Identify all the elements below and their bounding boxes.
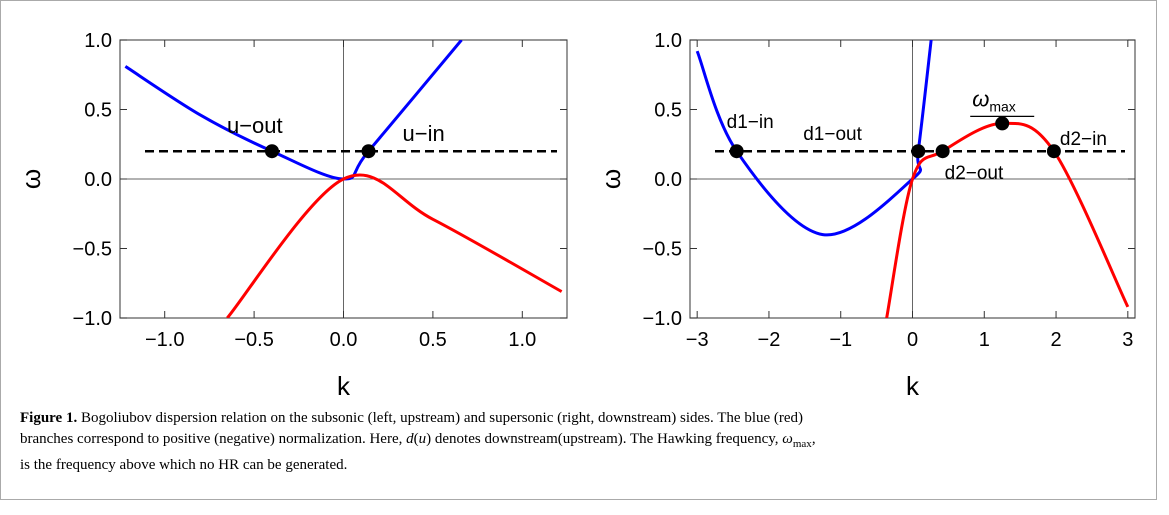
x-tick-label: −1.0 (145, 329, 184, 351)
red-branch (885, 121, 1130, 318)
x-tick-label: 3 (1122, 329, 1133, 351)
mode-point (1046, 144, 1061, 159)
caption-line-3: is the frequency above which no HR can b… (20, 455, 1140, 476)
y-axis-label: ω (16, 169, 46, 189)
y-tick-label: −0.5 (643, 239, 682, 261)
curves-group (695, 40, 1130, 318)
figure-frame (0, 0, 1157, 500)
x-tick-label: −0.5 (234, 329, 273, 351)
x-tick-label: 0 (907, 329, 918, 351)
caption-text-2b: denotes downstream(upstream). The Hawkin… (431, 431, 783, 447)
point-label: u−in (403, 121, 445, 146)
x-tick-label: −3 (686, 329, 709, 351)
mode-point (935, 144, 950, 159)
figure-caption: Figure 1. Bogoliubov dispersion relation… (20, 408, 1140, 476)
mode-point (995, 116, 1010, 131)
x-axis-label: k (906, 371, 920, 400)
caption-paren-open: ( (413, 431, 419, 447)
blue-branch (695, 40, 933, 237)
y-tick-label: 0.0 (84, 169, 112, 191)
mode-point (911, 144, 926, 159)
curves-group (124, 40, 563, 318)
point-label: d1−out (803, 124, 862, 145)
omega-max-sub: max (989, 98, 1015, 114)
y-tick-label: 1.0 (84, 30, 112, 52)
x-tick-label: 0.0 (330, 329, 358, 351)
y-tick-label: 1.0 (654, 30, 682, 52)
mode-point (264, 144, 279, 159)
point-label: u−out (227, 113, 283, 138)
caption-text-3: is the frequency above which no HR can b… (20, 457, 348, 473)
x-axis-label: k (337, 371, 351, 400)
point-label: d2−in (1060, 129, 1107, 150)
left-plot: −1.0 −0.5 0.0 0.5 1.0 1.0 0.5 0.0 −0.5 −1.0 k ω u−ou… (16, 30, 568, 400)
caption-omega: ω (782, 431, 793, 447)
caption-paren-close: ) (426, 431, 432, 447)
x-tick-label: −2 (758, 329, 781, 351)
y-tick-label: 0.5 (84, 100, 112, 122)
caption-line-2: branches correspond to positive (negativ… (20, 429, 1140, 455)
mode-point (361, 144, 376, 159)
omega-max-label: ωmax (972, 86, 1016, 114)
y-tick-label: 0.5 (654, 100, 682, 122)
caption-text-2a: branches correspond to positive (negativ… (20, 431, 407, 447)
x-tick-label: 2 (1050, 329, 1061, 351)
caption-line-1: Figure 1. Bogoliubov dispersion relation… (20, 408, 1140, 429)
red-branch (226, 173, 563, 318)
y-tick-label: −0.5 (73, 239, 112, 261)
figure-plots: −1.0 −0.5 0.0 0.5 1.0 1.0 0.5 0.0 −0.5 −1.0 k ω u−ou… (16, 30, 1136, 400)
caption-label: Figure 1. (20, 410, 78, 426)
right-plot: −3 −2 −1 0 1 2 3 1.0 0.5 0.0 −0.5 −1.0 k ω d1−in d1−out… (596, 30, 1136, 400)
x-tick-label: 0.5 (419, 329, 447, 351)
caption-text-1: Bogoliubov dispersion relation on the su… (77, 410, 804, 426)
y-tick-label: −1.0 (643, 308, 682, 330)
x-tick-label: 1 (979, 329, 990, 351)
blue-branch (124, 40, 463, 181)
caption-omega-sub: max (792, 438, 812, 450)
x-tick-label: 1.0 (508, 329, 536, 351)
caption-d: d (406, 431, 414, 447)
y-axis-label: ω (596, 169, 626, 189)
caption-u: u (418, 431, 427, 447)
point-label: d2−out (945, 163, 1004, 184)
point-label: d1−in (727, 112, 774, 133)
y-tick-label: −1.0 (73, 308, 112, 330)
caption-text-2c: , (811, 431, 816, 447)
y-tick-label: 0.0 (654, 169, 682, 191)
x-tick-label: −1 (829, 329, 852, 351)
mode-point (729, 144, 744, 159)
